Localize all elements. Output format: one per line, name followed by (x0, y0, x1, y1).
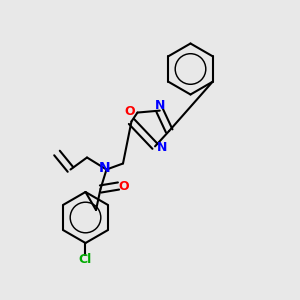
Text: N: N (157, 141, 167, 154)
Text: O: O (125, 105, 135, 118)
Text: N: N (98, 161, 110, 175)
Text: N: N (154, 99, 165, 112)
Text: O: O (118, 179, 129, 193)
Text: Cl: Cl (79, 253, 92, 266)
